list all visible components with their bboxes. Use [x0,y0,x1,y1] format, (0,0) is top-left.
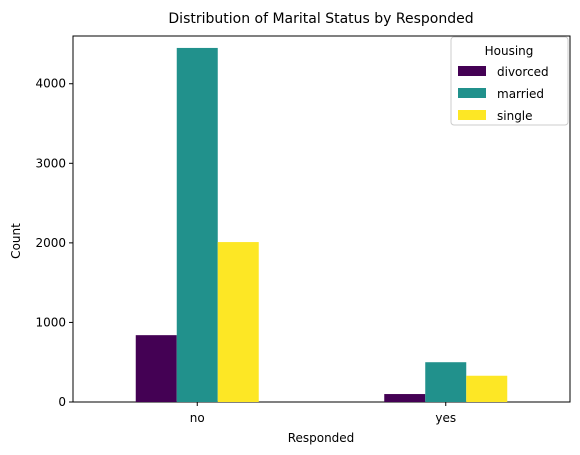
bar-yes-divorced [384,394,426,402]
x-axis: no yes [190,402,456,425]
y-tick-label: 2000 [35,236,66,250]
x-axis-label: Responded [288,431,355,445]
legend-items: divorced married single [458,65,549,123]
bar-no-single [217,242,259,402]
y-tick-label: 0 [58,395,66,409]
legend-label-married: married [497,87,544,101]
y-axis-label: Count [9,223,23,259]
x-tick-label: yes [435,411,456,425]
x-tick-label: no [190,411,205,425]
bars [135,47,508,402]
legend-swatch-divorced [458,66,486,76]
legend-title: Housing [485,44,534,58]
legend-label-single: single [497,109,533,123]
y-axis: 0 1000 2000 3000 4000 [35,77,73,409]
legend-swatch-married [458,88,486,98]
plot-frame [72,35,571,403]
plot-area: 0 1000 2000 3000 4000 no yes [35,35,571,425]
legend: Housing divorced married single [450,36,569,126]
y-tick-label: 1000 [35,315,66,329]
legend-swatch-single [458,110,486,120]
y-tick-label: 4000 [35,77,66,91]
chart-title: Distribution of Marital Status by Respon… [168,11,473,27]
bar-no-married [176,47,218,402]
legend-frame [450,36,569,126]
y-tick-label: 3000 [35,156,66,170]
bar-yes-single [466,375,508,402]
bar-yes-married [425,362,467,402]
bar-no-divorced [135,335,177,402]
legend-label-divorced: divorced [497,65,549,79]
